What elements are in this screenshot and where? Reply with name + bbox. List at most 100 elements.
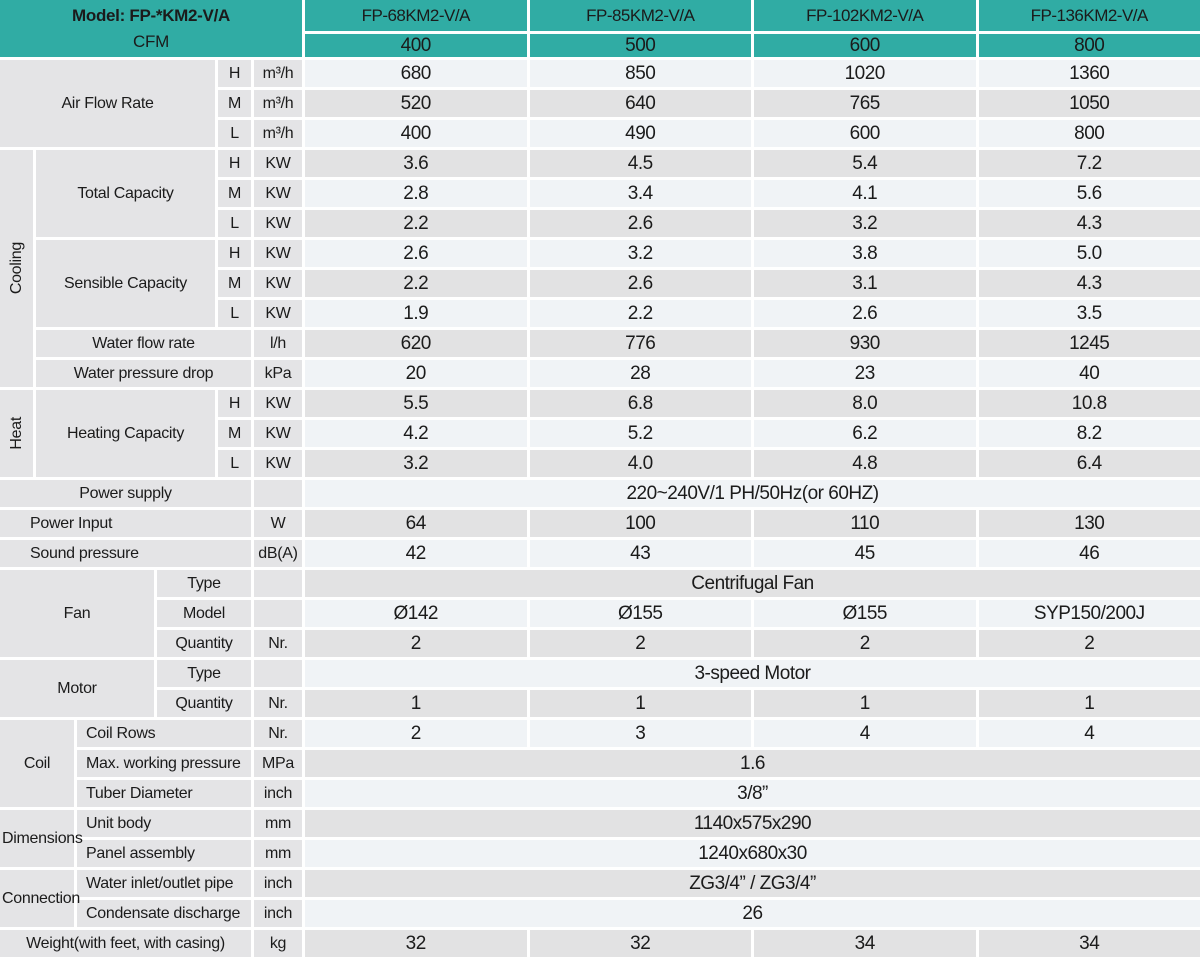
sensible-capacity-l-value: 2.6 [754, 300, 976, 327]
cfm-value: 800 [978, 34, 1200, 57]
tuber-diameter-label: Tuber Diameter [77, 780, 251, 807]
unit-label: m³/h [254, 120, 302, 147]
fan-quantity-row: Quantity Nr. 2 2 2 2 [157, 630, 1200, 657]
speed-label: M [218, 90, 251, 117]
cfm-value: 500 [529, 34, 751, 57]
heating-capacity-l-value: 4.8 [754, 450, 976, 477]
unit-label: KW [254, 270, 302, 297]
max-working-pressure-row: Max. working pressure MPa 1.6 [77, 750, 1200, 777]
speed-label: H [218, 240, 251, 267]
weight-value: 34 [754, 930, 976, 957]
max-working-pressure-label: Max. working pressure [77, 750, 251, 777]
water-pressure-drop-value: 20 [305, 360, 527, 387]
heating-capacity-m-value: 4.2 [305, 420, 527, 447]
heating-capacity-l-value: 6.4 [978, 450, 1200, 477]
sensible-capacity-h-value: 3.2 [529, 240, 751, 267]
air-flow-l-value: 490 [529, 120, 751, 147]
column-header-model: FP-68KM2-V/A [305, 0, 527, 31]
speed-label: H [218, 60, 251, 87]
unit-label: KW [254, 450, 302, 477]
air-flow-h-value: 680 [305, 60, 527, 87]
weight-value: 34 [978, 930, 1200, 957]
unit-label: m³/h [254, 90, 302, 117]
air-flow-m-value: 640 [529, 90, 751, 117]
fan-model-label: Model [157, 600, 251, 627]
power-input-value: 64 [305, 510, 527, 537]
coil-section: Coil Coil Rows Nr. 2 3 4 4 Max. working … [0, 720, 1200, 807]
unit-cell-empty [254, 570, 302, 597]
fan-type-row: Type Centrifugal Fan [157, 570, 1200, 597]
unit-body-row: Unit body mm 1140x575x290 [77, 810, 1200, 837]
unit-cell-empty [254, 600, 302, 627]
sensible-capacity-row-h: H KW 2.6 3.2 3.8 5.0 [218, 240, 1200, 267]
sensible-capacity-m-value: 2.2 [305, 270, 527, 297]
air-flow-m-value: 765 [754, 90, 976, 117]
sensible-capacity-l-value: 2.2 [529, 300, 751, 327]
air-flow-m-value: 1050 [978, 90, 1200, 117]
motor-quantity-value: 1 [978, 690, 1200, 717]
heating-capacity-h-value: 6.8 [529, 390, 751, 417]
unit-label: Nr. [254, 720, 302, 747]
power-supply-label: Power supply [0, 480, 251, 507]
unit-label: KW [254, 420, 302, 447]
unit-label: kPa [254, 360, 302, 387]
speed-label: L [218, 300, 251, 327]
air-flow-h-value: 1020 [754, 60, 976, 87]
column-header-model: FP-136KM2-V/A [978, 0, 1200, 31]
power-input-value: 110 [754, 510, 976, 537]
weight-row: Weight(with feet, with casing) kg 32 32 … [0, 930, 1200, 957]
heating-capacity-h-value: 5.5 [305, 390, 527, 417]
total-capacity-m-value: 4.1 [754, 180, 976, 207]
motor-quantity-row: Quantity Nr. 1 1 1 1 [157, 690, 1200, 717]
speed-label: M [218, 420, 251, 447]
fan-quantity-value: 2 [529, 630, 751, 657]
water-pipe-value: ZG3/4” / ZG3/4” [305, 870, 1200, 897]
sound-pressure-label: Sound pressure [0, 540, 251, 567]
unit-label: inch [254, 900, 302, 927]
cfm-value: 600 [754, 34, 976, 57]
heating-capacity-m-value: 5.2 [529, 420, 751, 447]
motor-type-label: Type [157, 660, 251, 687]
power-supply-value: 220~240V/1 PH/50Hz(or 60HZ) [305, 480, 1200, 507]
motor-quantity-value: 1 [754, 690, 976, 717]
power-supply-row: Power supply 220~240V/1 PH/50Hz(or 60HZ) [0, 480, 1200, 507]
unit-label: inch [254, 870, 302, 897]
total-capacity-row-m: M KW 2.8 3.4 4.1 5.6 [218, 180, 1200, 207]
connection-section: Connection Water inlet/outlet pipe inch … [0, 870, 1200, 927]
sound-pressure-row: Sound pressure dB(A) 42 43 45 46 [0, 540, 1200, 567]
speed-label: H [218, 150, 251, 177]
heating-capacity-label: Heating Capacity [36, 390, 215, 477]
sensible-capacity-h-value: 3.8 [754, 240, 976, 267]
sensible-capacity-l-value: 1.9 [305, 300, 527, 327]
model-title: Model: FP-*KM2-V/A [72, 5, 230, 25]
sensible-capacity-h-value: 2.6 [305, 240, 527, 267]
model-name-row: FP-68KM2-V/A FP-85KM2-V/A FP-102KM2-V/A … [305, 0, 1200, 31]
unit-label: mm [254, 840, 302, 867]
unit-label: Nr. [254, 690, 302, 717]
fan-quantity-value: 2 [754, 630, 976, 657]
speed-label: L [218, 120, 251, 147]
water-flow-rate-row: Water flow rate l/h 620 776 930 1245 [36, 330, 1200, 357]
heat-vertical-label: Heat [0, 390, 33, 477]
unit-label: KW [254, 240, 302, 267]
speed-label: M [218, 180, 251, 207]
air-flow-label: Air Flow Rate [0, 60, 215, 147]
unit-label: KW [254, 150, 302, 177]
column-header-model: FP-102KM2-V/A [754, 0, 976, 31]
dimensions-section: Dimensions Unit body mm 1140x575x290 Pan… [0, 810, 1200, 867]
sound-pressure-value: 45 [754, 540, 976, 567]
unit-label: m³/h [254, 60, 302, 87]
sensible-capacity-row-l: L KW 1.9 2.2 2.6 3.5 [218, 300, 1200, 327]
sound-pressure-value: 46 [978, 540, 1200, 567]
air-flow-l-value: 600 [754, 120, 976, 147]
panel-assembly-value: 1240x680x30 [305, 840, 1200, 867]
unit-cell-empty [254, 660, 302, 687]
fan-model-row: Model Ø142 Ø155 Ø155 SYP150/200J [157, 600, 1200, 627]
heating-capacity-block: Heating Capacity H KW 5.5 6.8 8.0 10.8 M… [36, 390, 1200, 477]
total-capacity-row-l: L KW 2.2 2.6 3.2 4.3 [218, 210, 1200, 237]
motor-label: Motor [0, 660, 154, 717]
tuber-diameter-row: Tuber Diameter inch 3/8” [77, 780, 1200, 807]
power-input-value: 130 [978, 510, 1200, 537]
panel-assembly-label: Panel assembly [77, 840, 251, 867]
